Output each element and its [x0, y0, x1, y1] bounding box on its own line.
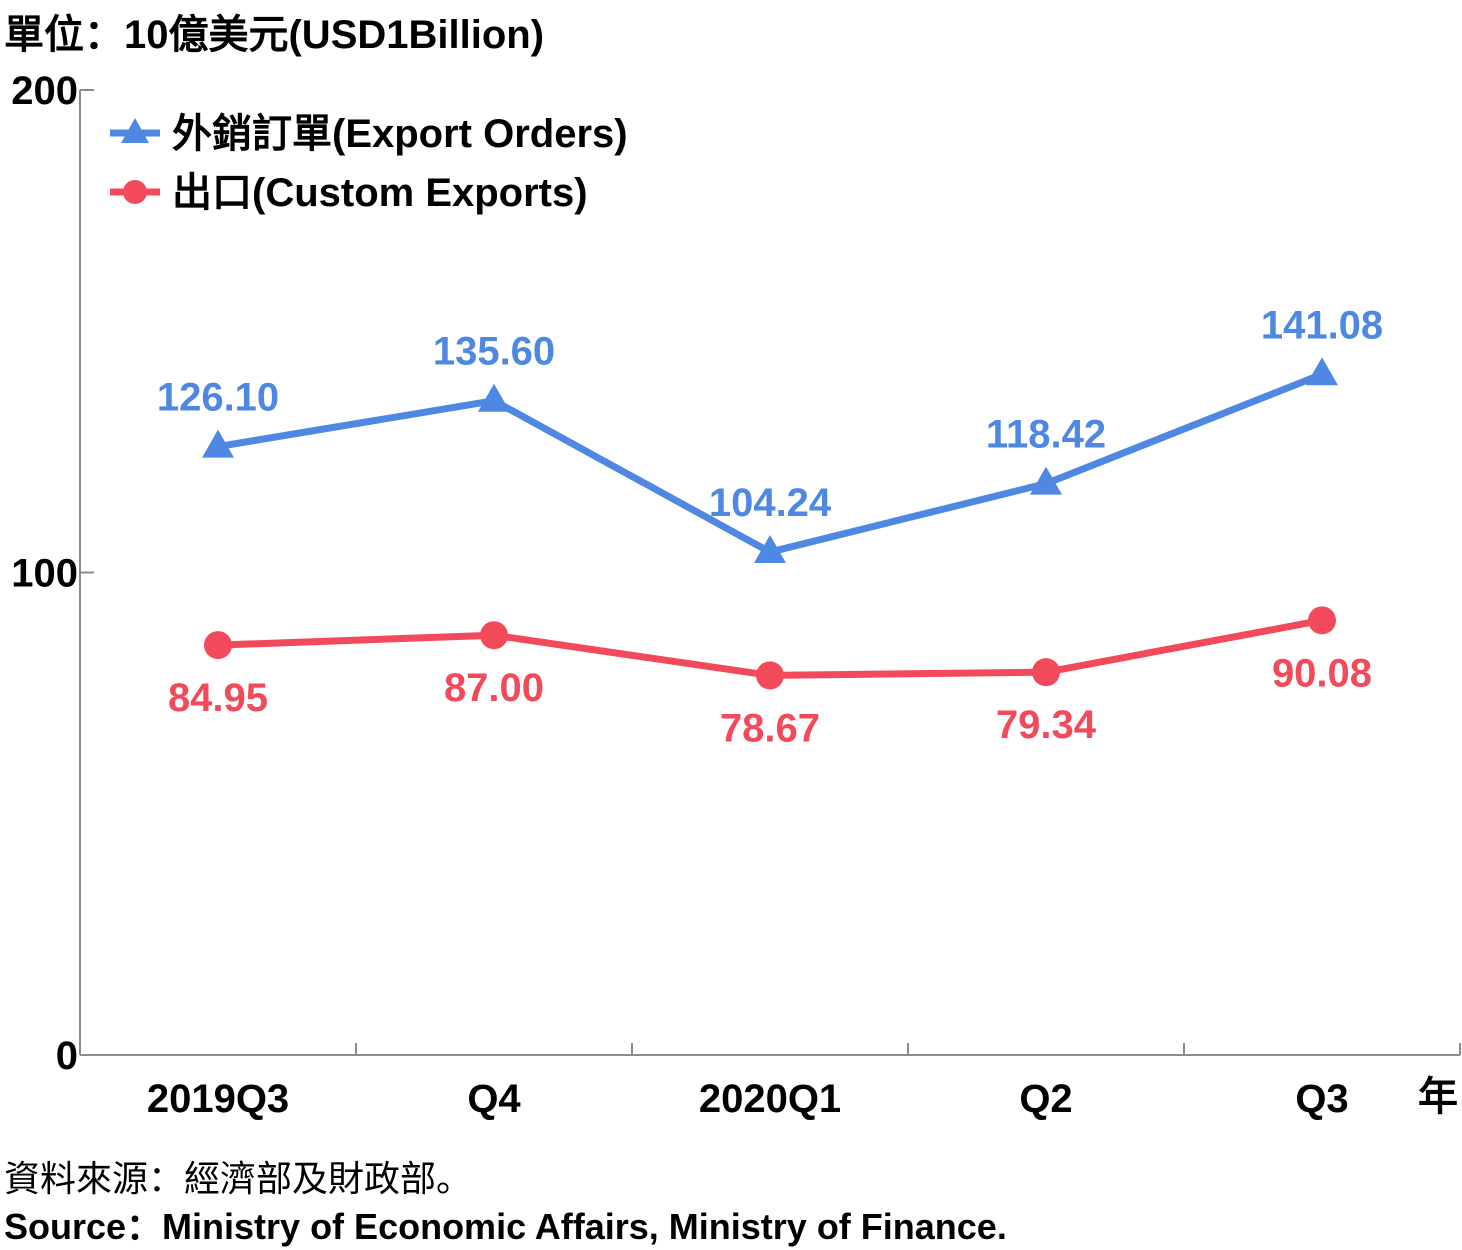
legend-marker-export-orders — [121, 118, 149, 143]
custom-exports-point — [756, 661, 784, 690]
source-note-chinese: 資料來源：經濟部及財政部。 — [4, 1158, 473, 1199]
y-tick-label: 0 — [56, 1034, 78, 1078]
x-tick-label: Q3 — [1295, 1077, 1348, 1121]
export-orders-point — [1306, 357, 1338, 386]
custom-exports-data-label: 90.08 — [1272, 651, 1372, 695]
export-orders-data-label: 135.60 — [433, 330, 555, 374]
chart-series: 126.10 135.60 104.24 118.42 141.08 84.95 87.00… — [157, 303, 1383, 750]
unit-label: 單位：10億美元(USD1Billion) — [4, 13, 545, 57]
source-note-english: Source：Ministry of Economic Affairs, Min… — [4, 1206, 1007, 1247]
legend-label-export-orders: 外銷訂單(Export Orders) — [172, 112, 628, 156]
custom-exports-data-label: 79.34 — [996, 703, 1097, 747]
custom-exports-point — [1308, 606, 1336, 635]
export-orders-data-label: 126.10 — [157, 376, 279, 420]
export-orders-point — [478, 383, 510, 412]
x-axis-unit-label: 年 — [1418, 1075, 1458, 1119]
x-tick-label: 2020Q1 — [699, 1077, 841, 1121]
legend-label-custom-exports: 出口(Custom Exports) — [172, 171, 588, 215]
custom-exports-data-label: 78.67 — [720, 706, 820, 750]
export-orders-line — [217, 371, 1324, 556]
custom-exports-point — [1032, 658, 1060, 687]
x-tick-label: Q4 — [467, 1077, 521, 1121]
chart-axes: 0 100 200 2019Q3 Q4 2020Q1 Q2 Q3 — [11, 69, 1461, 1121]
x-tick-label: Q2 — [1019, 1077, 1072, 1121]
export-orders-data-label: 118.42 — [986, 413, 1106, 457]
export-orders-point — [754, 535, 786, 564]
export-orders-point — [1030, 466, 1062, 495]
custom-exports-data-label: 84.95 — [168, 676, 268, 720]
y-tick-label: 100 — [11, 552, 78, 596]
export-orders-data-label: 104.24 — [709, 481, 832, 525]
legend-marker-custom-exports — [123, 180, 147, 204]
custom-exports-point — [480, 621, 508, 650]
custom-exports-data-label: 87.00 — [444, 666, 544, 710]
export-orders-point — [202, 429, 234, 458]
chart-legend: 外銷訂單(Export Orders) 出口(Custom Exports) — [110, 112, 628, 215]
line-chart: 0 100 200 2019Q3 Q4 2020Q1 Q2 Q3 126.10 135.60 10… — [11, 69, 1461, 1121]
export-orders-data-label: 141.08 — [1261, 303, 1383, 347]
custom-exports-point — [204, 631, 232, 660]
y-tick-label: 200 — [11, 69, 78, 113]
x-tick-label: 2019Q3 — [147, 1077, 289, 1121]
